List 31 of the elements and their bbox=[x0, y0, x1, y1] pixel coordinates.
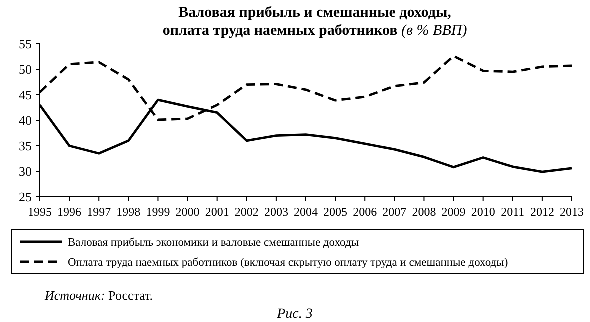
y-tick-label: 55 bbox=[19, 36, 32, 52]
x-tick-label: 1996 bbox=[58, 205, 82, 219]
y-tick-label: 45 bbox=[19, 88, 32, 103]
x-tick-label: 1998 bbox=[116, 205, 141, 219]
chart-title: Валовая прибыль и смешанные доходы, оплата труда наемных работников (в % ВВП) bbox=[162, 5, 468, 39]
x-tick-label: 1997 bbox=[87, 205, 112, 219]
x-tick-label: 2007 bbox=[382, 205, 407, 219]
x-tick-label: 2003 bbox=[264, 205, 288, 219]
x-tick-label: 2006 bbox=[353, 205, 378, 219]
x-tick-label: 2008 bbox=[412, 205, 436, 219]
x-tick-label: 2012 bbox=[530, 205, 554, 219]
x-tick-label: 2002 bbox=[234, 205, 259, 219]
text: Рис. 3 bbox=[276, 307, 313, 322]
x-tick-label: 2013 bbox=[560, 205, 584, 219]
y-tick-label: 50 bbox=[19, 62, 32, 78]
x-tick-label: 1999 bbox=[146, 205, 170, 219]
x-tick-label: 2000 bbox=[176, 205, 200, 219]
y-tick-label: 30 bbox=[19, 164, 32, 180]
y-tick-label: 40 bbox=[19, 113, 32, 128]
x-tick-label: 2009 bbox=[442, 205, 466, 219]
x-tick-label: 2005 bbox=[324, 205, 348, 219]
x-tick-label: 2001 bbox=[205, 205, 230, 219]
x-tick-label: 2011 bbox=[501, 205, 525, 219]
legend-label: Оплата труда наемных работников (включая скрытую оплату труда и смешанные доходы) bbox=[68, 257, 508, 270]
x-tick-label: 2004 bbox=[294, 205, 318, 219]
y-tick-label: 35 bbox=[19, 138, 32, 154]
y-tick-label: 25 bbox=[19, 190, 32, 205]
text: Источник: Росстат. bbox=[44, 288, 154, 303]
x-tick-label: 2010 bbox=[471, 205, 496, 219]
legend-label: Валовая прибыль экономики и валовые смешанные доходы bbox=[68, 237, 360, 250]
x-tick-label: 1995 bbox=[28, 205, 52, 219]
